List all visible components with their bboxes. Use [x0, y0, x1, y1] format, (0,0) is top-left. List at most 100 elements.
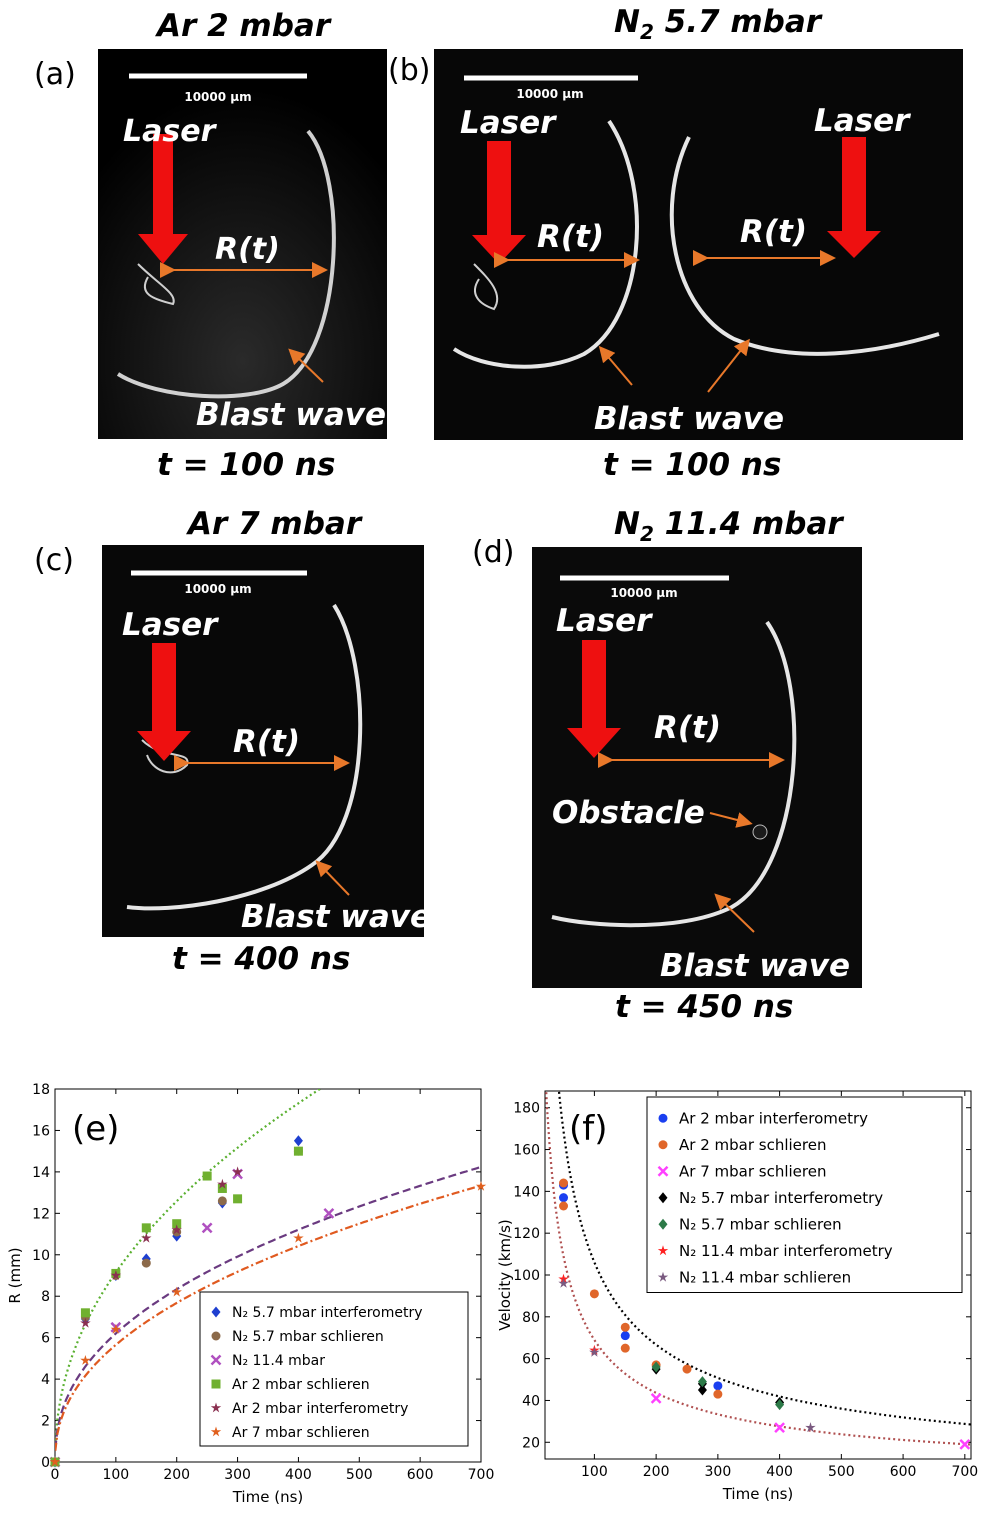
panel-b-time: t = 100 ns [603, 447, 782, 483]
scale-bar-label: 10000 µm [516, 87, 583, 101]
legend-entry: Ar 7 mbar schlieren [679, 1162, 826, 1180]
blast-wave-front [116, 129, 336, 399]
legend-box [646, 1096, 963, 1293]
panel-label: (f) [569, 1109, 608, 1149]
data-point [171, 1224, 182, 1235]
y-tick-label: 0 [41, 1455, 50, 1471]
x-tick-label: 200 [643, 1464, 670, 1480]
data-point [233, 1194, 243, 1204]
legend-marker [211, 1379, 221, 1389]
blast-wave-left [452, 119, 639, 369]
y-tick-label: 6 [41, 1331, 50, 1347]
laser2-arrow-head [827, 231, 881, 258]
data-point [697, 1384, 707, 1396]
data-point [775, 1399, 785, 1411]
legend-entry: Ar 2 mbar interferometry [679, 1109, 868, 1127]
panel-b-image: 10000 µm Laser Laser R(t) R(t) Blast wav… [434, 49, 963, 440]
chart-f: 100 200 300 400 500 600 700 20 40 60 80 100 120 140 16… [496, 1070, 987, 1513]
panel-a-svg: 10000 µm Laser R(t) Blast wave [98, 49, 387, 439]
y-axis-label: Velocity (km/s) [497, 1219, 514, 1330]
plasma-trace [473, 263, 499, 311]
wave-label: Blast wave [196, 397, 386, 433]
data-point [293, 1146, 303, 1156]
data-point [713, 1381, 723, 1391]
laser-arrow-shaft [582, 640, 606, 730]
y-tick-label: 100 [513, 1268, 540, 1284]
panel-c-image: 10000 µm Laser R(t) Blast wave [102, 545, 424, 937]
panel-d-title: N2 11.4 mbar [614, 506, 843, 546]
data-point [172, 1219, 182, 1229]
y-tick-label: 80 [522, 1310, 540, 1326]
y-tick-label: 8 [41, 1289, 50, 1305]
x-tick-label: 700 [468, 1467, 495, 1483]
x-tick-label: 300 [224, 1467, 251, 1483]
data-point [589, 1289, 599, 1299]
marker-stroke [657, 1165, 669, 1177]
legend-marker [658, 1192, 668, 1204]
wave-pointer [315, 860, 350, 896]
y-tick-label: 16 [32, 1123, 50, 1139]
panel-a-time: t = 100 ns [157, 447, 336, 483]
y-tick-label: 2 [41, 1414, 50, 1430]
radius2-label: R(t) [740, 214, 807, 250]
legend: Ar 2 mbar interferometry Ar 2 mbar schlie… [646, 1096, 963, 1293]
legend-entry: N₂ 5.7 mbar schlieren [679, 1215, 842, 1233]
panel-c-label: (c) [34, 543, 74, 578]
series-ar-7-mbar-schlieren [650, 1392, 971, 1450]
legend-marker [211, 1331, 221, 1341]
panel-c-svg: 10000 µm Laser R(t) Blast wave [102, 545, 424, 937]
plasma-trace [137, 263, 175, 306]
data-point [697, 1376, 707, 1388]
title-rest: 5.7 mbar [653, 4, 822, 40]
data-point [805, 1422, 816, 1433]
data-point [80, 1308, 90, 1318]
data-point [559, 1193, 569, 1203]
radius-label: R(t) [215, 232, 280, 267]
y-tick-label: 12 [32, 1206, 50, 1222]
marker-stroke [210, 1354, 222, 1366]
data-point [620, 1343, 630, 1353]
legend-marker [210, 1426, 222, 1437]
laser-label: Laser [556, 603, 653, 639]
data-points [49, 1135, 487, 1468]
laser-arrow-head [567, 728, 621, 758]
title-text: N [614, 4, 640, 40]
x-axis-label: Time (ns) [722, 1485, 794, 1503]
wave-pointer-left [598, 345, 633, 386]
chart-e: 0 100 200 300 400 500 600 700 0 2 4 6 8 10 12 14 16 18 Tim… [0, 1070, 497, 1513]
obstacle-label: Obstacle [552, 795, 705, 831]
data-point [217, 1183, 227, 1193]
laser-arrow-head [138, 234, 188, 264]
data-point [293, 1232, 304, 1243]
wave-pointer [288, 348, 324, 383]
legend-entry: N₂ 5.7 mbar interferometry [232, 1305, 423, 1321]
scale-bar-label: 10000 µm [184, 90, 251, 104]
legend-marker [657, 1271, 669, 1282]
laser-arrow-head [472, 235, 526, 264]
legend-marker [657, 1165, 669, 1177]
data-point [232, 1166, 243, 1177]
panel-c-time: t = 400 ns [172, 941, 351, 977]
data-point [475, 1180, 487, 1191]
data-point [202, 1171, 212, 1181]
y-tick-label: 180 [513, 1101, 540, 1117]
laser-arrow-shaft [487, 141, 511, 239]
radius-label: R(t) [654, 710, 721, 746]
data-point [171, 1286, 182, 1297]
y-tick-label: 18 [32, 1082, 50, 1098]
legend-entry: N₂ 11.4 mbar interferometry [679, 1242, 893, 1260]
laser-arrow-head [137, 731, 191, 761]
x-tick-label: 400 [766, 1464, 793, 1480]
data-point [217, 1196, 227, 1206]
title-text: N [614, 506, 640, 542]
data-point [141, 1223, 151, 1233]
data-point [620, 1331, 630, 1341]
legend-marker [658, 1113, 668, 1123]
legend-entry: N₂ 11.4 mbar schlieren [679, 1268, 851, 1286]
laser-arrow-shaft [152, 643, 176, 733]
panel-b-title: N2 5.7 mbar [614, 4, 821, 44]
data-point [559, 1178, 569, 1188]
series-ar-7-mbar-schlieren [49, 1180, 487, 1467]
marker-stroke [774, 1422, 785, 1434]
data-point [651, 1361, 661, 1373]
